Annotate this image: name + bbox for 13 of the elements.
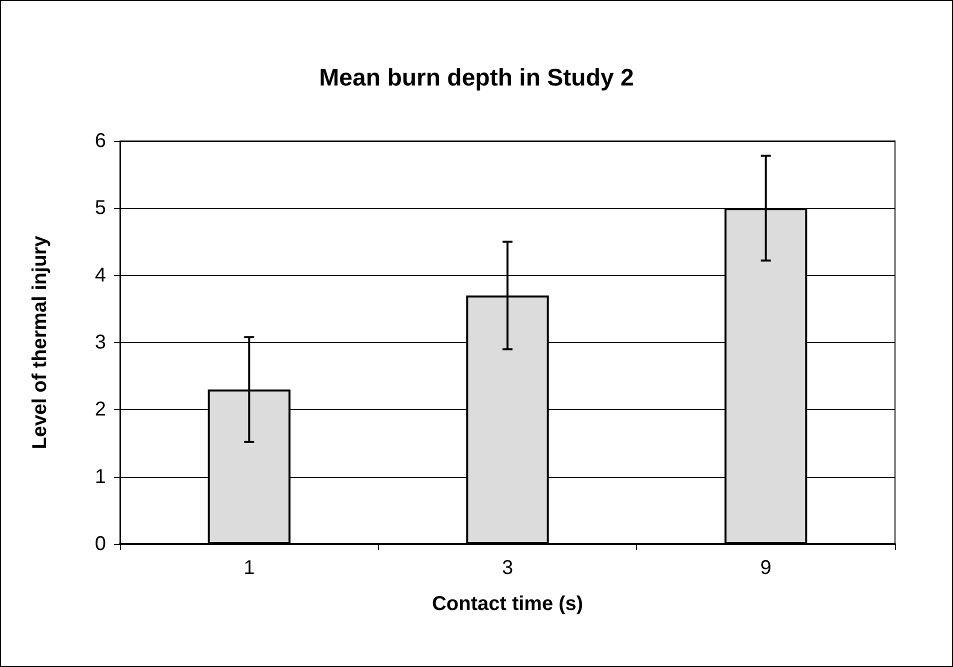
y-tick-label: 2 <box>94 398 106 421</box>
x-axis-title: Contact time (s) <box>432 593 584 615</box>
x-tick-label: 1 <box>244 557 255 579</box>
y-tick-label: 3 <box>94 332 106 354</box>
y-tick-label: 1 <box>94 466 106 488</box>
chart-title: Mean burn depth in Study 2 <box>319 64 634 92</box>
y-tick-label: 6 <box>94 130 106 152</box>
x-tick-label: 3 <box>502 557 514 579</box>
y-tick-label: 5 <box>94 197 106 220</box>
x-tick-label: 9 <box>760 557 772 579</box>
y-tick-label: 4 <box>94 264 106 286</box>
y-tick-label: 0 <box>94 533 106 555</box>
y-axis-title: Level of thermal injury <box>29 234 51 450</box>
